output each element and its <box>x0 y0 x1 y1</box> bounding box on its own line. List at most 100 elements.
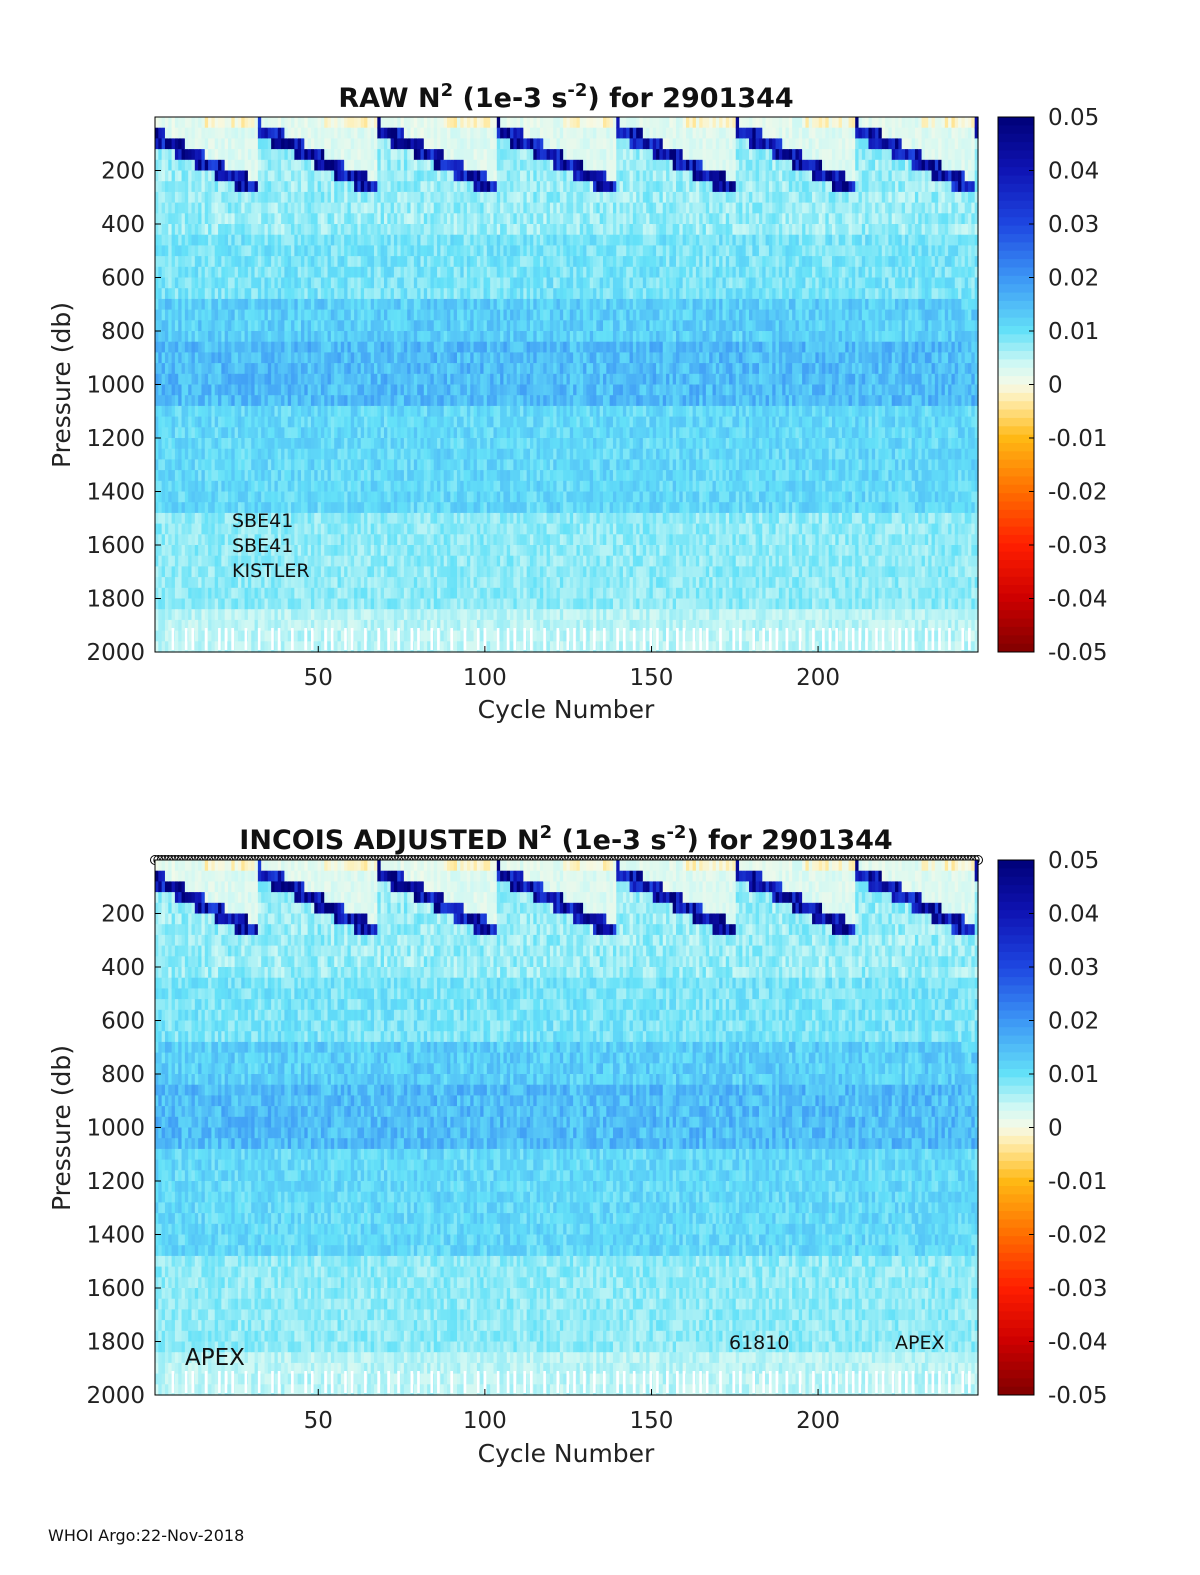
heatmap-cell <box>237 288 242 300</box>
heatmap-cell <box>161 256 166 268</box>
heatmap-cell <box>161 352 166 364</box>
heatmap-cell <box>188 309 193 321</box>
heatmap-cell <box>158 534 163 546</box>
heatmap-cell <box>178 577 183 589</box>
heatmap-cell <box>211 577 216 589</box>
heatmap-cell <box>208 288 213 300</box>
heatmap-cell <box>188 138 193 150</box>
heatmap-cell <box>251 277 256 289</box>
heatmap-cell <box>234 320 239 332</box>
heatmap-cell <box>214 470 219 482</box>
heatmap-cell <box>198 373 203 386</box>
heatmap-cell <box>155 245 159 257</box>
heatmap-cell <box>174 234 179 246</box>
heatmap-cell <box>191 320 196 332</box>
heatmap-cell <box>171 427 176 439</box>
heatmap-cell <box>234 373 239 386</box>
heatmap-cell <box>181 470 186 482</box>
heatmap-cell <box>251 641 256 653</box>
heatmap-cell <box>201 512 206 525</box>
heatmap-cell <box>241 470 246 482</box>
heatmap-cell <box>218 117 222 129</box>
heatmap-cell <box>251 405 256 418</box>
heatmap-cell <box>168 298 173 311</box>
heatmap-cell <box>241 384 246 396</box>
heatmap-cell <box>161 224 166 236</box>
heatmap-cell <box>221 256 226 268</box>
heatmap-cell <box>201 363 206 375</box>
heatmap-cell <box>208 384 213 396</box>
heatmap-cell <box>251 523 256 535</box>
heatmap-cell <box>208 534 213 546</box>
heatmap-cell <box>237 352 242 364</box>
heatmap-cell <box>247 202 252 214</box>
heatmap-cell <box>224 234 229 246</box>
heatmap-cell <box>198 427 203 439</box>
heatmap-cell <box>191 352 196 364</box>
heatmap-cell <box>211 202 216 214</box>
heatmap-cell <box>155 384 159 396</box>
heatmap-cell <box>168 566 173 578</box>
heatmap-cell <box>224 213 229 225</box>
heatmap-cell <box>247 470 252 482</box>
heatmap-cell <box>178 523 183 535</box>
heatmap-cell <box>247 438 252 450</box>
heatmap-cell <box>218 331 222 343</box>
heatmap-cell <box>164 202 169 214</box>
heatmap-cell <box>234 309 239 321</box>
heatmap-cell <box>155 266 159 279</box>
heatmap-cell <box>234 630 239 642</box>
heatmap-cell <box>218 619 222 632</box>
heatmap-cell <box>214 459 219 471</box>
heatmap-cell <box>224 438 229 450</box>
heatmap-cell <box>201 630 206 642</box>
heatmap-cell <box>251 373 256 386</box>
heatmap-cell <box>161 234 166 246</box>
heatmap-cell <box>191 331 196 343</box>
heatmap-cell <box>237 320 242 332</box>
heatmap-cell <box>208 448 213 460</box>
heatmap-cell <box>201 459 206 471</box>
heatmap-cell <box>231 405 236 418</box>
heatmap-cell <box>198 117 203 129</box>
heatmap-cell <box>198 555 203 567</box>
heatmap-cell <box>231 459 236 471</box>
heatmap-cell <box>244 534 249 546</box>
heatmap-cell <box>184 245 189 257</box>
heatmap-cell <box>237 470 242 482</box>
heatmap-cell <box>201 480 206 493</box>
heatmap-cell <box>224 288 229 300</box>
heatmap-cell <box>184 545 189 557</box>
heatmap-cell <box>168 191 173 204</box>
heatmap-cell <box>155 480 159 493</box>
heatmap-cell <box>158 427 163 439</box>
heatmap-cell <box>208 502 213 514</box>
heatmap-cell <box>251 609 256 621</box>
heatmap-cell <box>208 609 213 621</box>
heatmap-cell <box>228 288 232 300</box>
heatmap-cell <box>231 555 236 567</box>
heatmap-cell <box>221 245 226 257</box>
heatmap-cell <box>168 491 173 503</box>
heatmap-cell <box>247 213 252 225</box>
heatmap-cell <box>181 459 186 471</box>
heatmap-cell <box>237 256 242 268</box>
heatmap-cell <box>237 384 242 396</box>
heatmap-cell <box>198 448 203 460</box>
heatmap-cell <box>218 191 222 204</box>
heatmap-cell <box>155 181 159 193</box>
heatmap-cell <box>221 320 226 332</box>
heatmap-cell <box>191 245 196 257</box>
heatmap-cell <box>208 373 213 386</box>
heatmap-cell <box>178 448 183 460</box>
heatmap-cell <box>247 416 252 428</box>
heatmap-cell <box>241 170 246 182</box>
heatmap-cell <box>244 566 249 578</box>
heatmap-cell <box>191 341 196 353</box>
heatmap-cell <box>174 149 179 161</box>
heatmap-cell <box>201 341 206 353</box>
heatmap-cell <box>164 480 169 493</box>
heatmap-cell <box>211 298 216 311</box>
heatmap-cell <box>158 480 163 493</box>
heatmap-cell <box>194 224 199 236</box>
